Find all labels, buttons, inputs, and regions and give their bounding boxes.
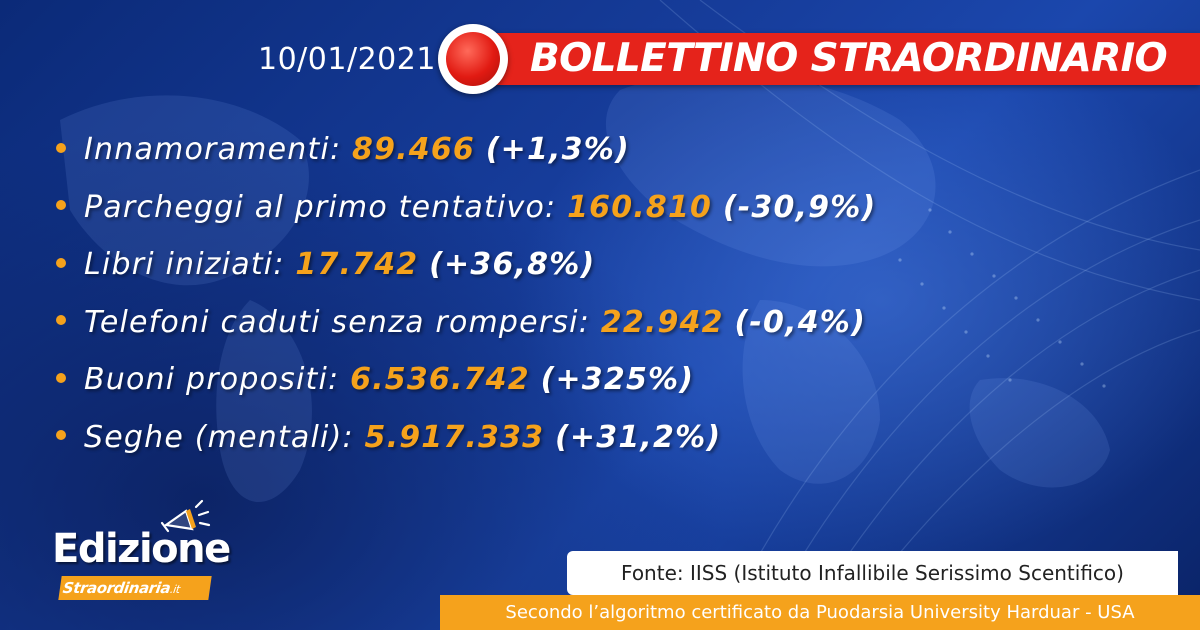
stat-row: Innamoramenti: 89.466 (+1,3%) <box>56 126 1056 184</box>
stat-value: 6.536.742 <box>350 362 530 397</box>
banner-title: BOLLETTINO STRAORDINARIO <box>530 36 1168 81</box>
logo-domain: .it <box>169 583 181 596</box>
bullet-icon <box>56 257 66 268</box>
footer-caption: Secondo l’algoritmo certificato da Puoda… <box>440 595 1200 630</box>
stat-change: (+36,8%) <box>429 247 596 282</box>
logo-main-text: Edizione <box>52 526 231 572</box>
record-button-icon <box>438 24 508 94</box>
megaphone-icon <box>160 499 211 533</box>
stat-value: 22.942 <box>600 304 724 340</box>
stat-row: Parcheggi al primo tentativo: 160.810 (-… <box>56 184 1056 242</box>
stat-row: Telefoni caduti senza rompersi: 22.942 (… <box>56 299 1056 357</box>
bullet-icon <box>56 200 66 210</box>
stat-value: 17.742 <box>295 247 419 282</box>
stat-change: (-30,9%) <box>722 189 877 225</box>
title-banner <box>452 33 1200 85</box>
stat-label: Buoni propositi: <box>84 362 340 397</box>
stat-change: (+1,3%) <box>485 132 630 167</box>
stat-row: Buoni propositi: 6.536.742 (+325%) <box>56 356 1056 414</box>
stat-change: (-0,4%) <box>734 304 866 340</box>
logo-sub-name: Straordinaria <box>61 579 172 597</box>
stat-row: Seghe (mentali): 5.917.333 (+31,2%) <box>56 414 1056 472</box>
stat-value: 89.466 <box>352 132 475 167</box>
stat-label: Libri iniziati: <box>84 247 285 282</box>
bullet-icon <box>56 142 66 153</box>
stat-change: (+325%) <box>540 362 695 397</box>
stat-label: Seghe (mentali): <box>84 419 354 455</box>
logo-sub-text: Straordinaria.it <box>58 576 212 600</box>
bullet-icon <box>56 315 66 325</box>
stat-change: (+31,2%) <box>555 419 722 455</box>
bullet-icon <box>56 430 66 440</box>
source-caption: Fonte: IISS (Istituto Infallibile Seriss… <box>567 551 1178 595</box>
record-dot <box>446 32 500 86</box>
stat-row: Libri iniziati: 17.742 (+36,8%) <box>56 241 1056 299</box>
stats-list: Innamoramenti: 89.466 (+1,3%) Parcheggi … <box>56 126 1056 466</box>
date: 10/01/2021 <box>258 42 436 77</box>
brand-logo: Edizione Straordinaria.it <box>52 495 231 615</box>
bullet-icon <box>56 372 66 383</box>
stat-value: 160.810 <box>567 189 713 225</box>
stat-label: Parcheggi al primo tentativo: <box>84 189 557 225</box>
stat-value: 5.917.333 <box>364 419 545 455</box>
stat-label: Innamoramenti: <box>84 132 342 167</box>
stat-label: Telefoni caduti senza rompersi: <box>84 304 591 340</box>
